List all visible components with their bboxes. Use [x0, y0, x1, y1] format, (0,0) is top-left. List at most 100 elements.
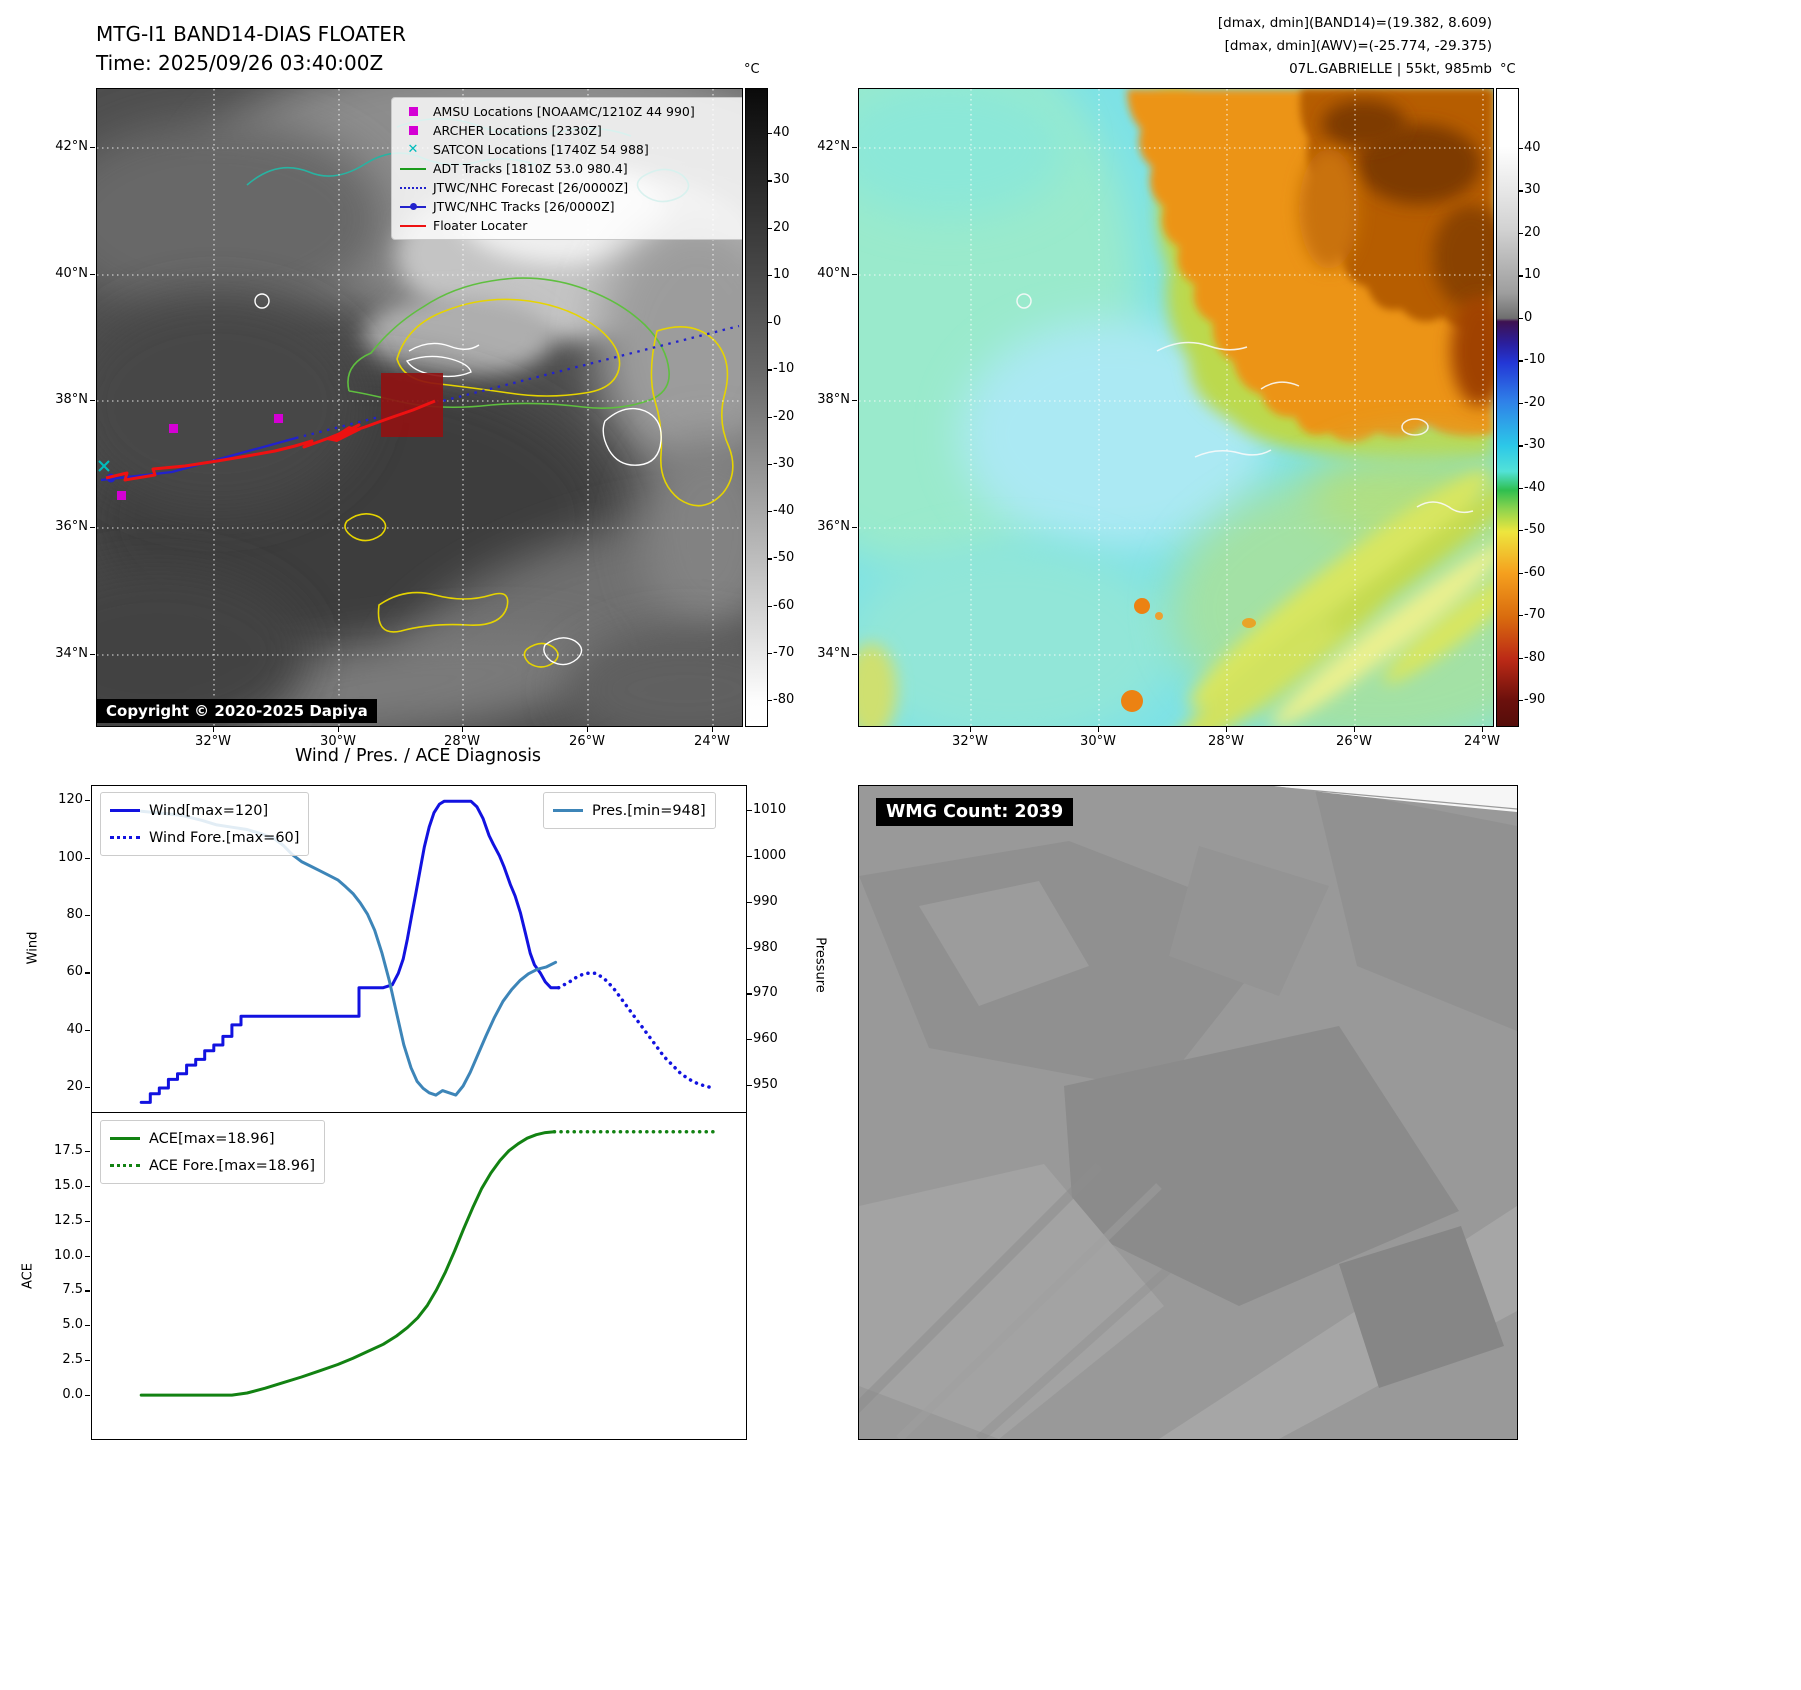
- band14-lat-tick: [90, 400, 95, 402]
- band14-colorbar-tick: [768, 322, 772, 324]
- band14-title: MTG-I1 BAND14-DIAS FLOATER Time: 2025/09…: [96, 20, 406, 78]
- pressure-axis-label: Pressure: [812, 937, 828, 993]
- legend-item: Wind Fore.[max=60]: [110, 824, 299, 851]
- awv-colorbar-unit: °C: [1500, 62, 1516, 77]
- awv-colorbar-tick: [1519, 402, 1523, 405]
- green-line-icon: [400, 167, 426, 170]
- map-legend-label: JTWC/NHC Forecast [26/0000Z]: [433, 180, 629, 195]
- band14-colorbar-tick-label: 30: [773, 172, 790, 188]
- awv-lat-tick: [852, 400, 857, 402]
- windframe-ytick-right: [747, 855, 752, 858]
- band14-colorbar-tick-label: 0: [773, 314, 782, 329]
- windframe-ytick-right-label: 980: [753, 939, 778, 955]
- aceframe-ytick: [85, 1325, 90, 1327]
- aceframe-ytick: [85, 1360, 90, 1362]
- windframe-ytick-right: [747, 1084, 752, 1087]
- blue-marker-line-icon: [400, 202, 426, 210]
- windframe-ytick-right: [747, 993, 752, 995]
- awv-colorbar-tick: [1519, 317, 1523, 320]
- band14-lon-tick-label: 28°W: [444, 734, 480, 749]
- awv-lat-tick-label: 38°N: [817, 392, 850, 407]
- series-line: [139, 799, 561, 1104]
- windframe-ytick-label: 20: [66, 1079, 83, 1095]
- band14-lat-tick-label: 34°N: [55, 646, 88, 661]
- map-legend-label: Floater Locater: [433, 218, 528, 233]
- aceframe-ytick-label: 7.5: [62, 1282, 83, 1298]
- band14-colorbar-tick-label: -40: [773, 503, 795, 518]
- band14-title-line1: MTG-I1 BAND14-DIAS FLOATER: [96, 22, 406, 46]
- band14-lon-tick: [587, 727, 589, 732]
- map-legend-label: ARCHER Locations [2330Z]: [433, 123, 602, 138]
- legend-item: ACE[max=18.96]: [110, 1125, 315, 1152]
- awv-colorbar-tick-label: -80: [1524, 649, 1546, 665]
- storm-info-text: 07L.GABRIELLE | 55kt, 985mb: [1289, 61, 1492, 77]
- awv-lon-tick-label: 28°W: [1208, 734, 1244, 749]
- band14-lon-tick: [712, 727, 714, 732]
- band14-lat-tick-label: 42°N: [55, 139, 88, 154]
- band14-lon-tick-label: 30°W: [320, 734, 356, 749]
- band14-colorbar-tick-label: -80: [773, 692, 795, 707]
- awv-lat-tick: [852, 274, 857, 276]
- aceframe-ytick: [85, 1185, 90, 1188]
- windframe-ytick-right-label: 950: [753, 1076, 778, 1092]
- aceframe-ytick-label: 17.5: [54, 1143, 83, 1159]
- map-legend-label: JTWC/NHC Tracks [26/0000Z]: [433, 199, 615, 214]
- map-legend-label: ADT Tracks [1810Z 53.0 980.4]: [433, 161, 628, 176]
- windframe-ytick: [85, 914, 90, 917]
- map-legend-item: JTWC/NHC Forecast [26/0000Z]: [400, 178, 742, 197]
- map-legend-item: Floater Locater: [400, 216, 742, 235]
- grid-layer: [859, 89, 1493, 726]
- awv-lat-tick: [852, 147, 857, 149]
- awv-info: [dmax, dmin](BAND14)=(19.382, 8.609) [dm…: [990, 12, 1492, 81]
- series-line: [556, 971, 717, 1090]
- band14-colorbar-tick: [768, 463, 772, 466]
- band14-colorbar-tick: [768, 416, 772, 418]
- legend-item: ACE Fore.[max=18.96]: [110, 1152, 315, 1179]
- band14-lat-tick: [90, 654, 95, 656]
- wmg-count-label: WMG Count: 2039: [876, 798, 1074, 826]
- awv-lon-tick-label: 30°W: [1080, 734, 1116, 749]
- legend-label: ACE Fore.[max=18.96]: [149, 1157, 315, 1174]
- band14-colorbar-tick-label: -30: [773, 455, 795, 471]
- map-legend-item: AMSU Locations [NOAAMC/1210Z 44 990]: [400, 102, 742, 121]
- cloud-contours-white: [254, 293, 662, 666]
- awv-lat-tick-label: 42°N: [817, 139, 850, 154]
- windframe-ytick-label: 120: [58, 792, 83, 808]
- awv-colorbar-tick-label: 20: [1524, 224, 1541, 240]
- awv-colorbar-tick-label: -40: [1524, 479, 1546, 495]
- windframe-ytick-right: [747, 1039, 752, 1041]
- band14-colorbar-tick-label: 40: [773, 125, 790, 140]
- band14-lon-tick: [213, 727, 215, 732]
- windframe-ytick-right-label: 960: [753, 1031, 778, 1047]
- aceframe-ytick-label: 15.0: [54, 1177, 83, 1193]
- windframe-ytick-right: [747, 947, 752, 949]
- band14-lon-tick: [462, 727, 464, 732]
- awv-colorbar-tick-label: -20: [1524, 394, 1546, 410]
- magenta-square-icon: [400, 126, 426, 135]
- awv-colorbar-tick-label: 40: [1524, 140, 1541, 155]
- windframe-ytick-right: [747, 810, 752, 812]
- amsu-marker2-icon: [117, 491, 126, 500]
- windframe-ytick-label: 60: [66, 964, 83, 980]
- awv-lon-tick: [970, 727, 972, 732]
- awv-lat-tick: [852, 654, 857, 656]
- awv-colorbar-tick: [1519, 445, 1523, 447]
- band14-colorbar-tick-label: -50: [773, 550, 795, 566]
- awv-colorbar-tick-label: -10: [1524, 352, 1546, 368]
- band14-colorbar-tick-label: -60: [773, 597, 795, 613]
- windframe-ytick-right: [747, 901, 752, 904]
- band14-lat-tick: [90, 274, 95, 276]
- awv-colorbar: [1496, 88, 1519, 727]
- map-legend-label: SATCON Locations [1740Z 54 988]: [433, 142, 649, 157]
- map-legend-item: ✕ SATCON Locations [1740Z 54 988]: [400, 140, 742, 159]
- aceframe-ytick: [85, 1255, 90, 1257]
- wmg-image-canvas: [859, 786, 1517, 1439]
- band14-lat-tick-label: 36°N: [55, 519, 88, 534]
- aceframe-ytick-label: 2.5: [62, 1352, 83, 1368]
- awv-lat-tick-label: 34°N: [817, 646, 850, 661]
- awv-lon-tick-label: 26°W: [1336, 734, 1372, 749]
- aceframe-ytick: [85, 1290, 90, 1292]
- aceframe-ytick-label: 10.0: [54, 1247, 83, 1263]
- legend-label: Wind[max=120]: [149, 802, 269, 819]
